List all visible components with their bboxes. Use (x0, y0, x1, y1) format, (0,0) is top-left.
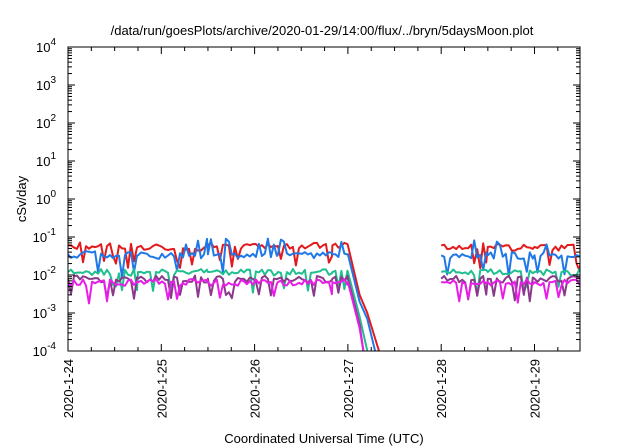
series-line (441, 278, 580, 304)
x-tick-label: 2020-1-27 (341, 359, 356, 418)
y-tick-label: 101 (36, 151, 56, 169)
x-tick-label: 2020-1-25 (154, 359, 169, 418)
y-tick-exponent: -4 (47, 341, 56, 352)
y-tick-label: 100 (36, 189, 56, 207)
y-tick-label: 10-1 (33, 227, 57, 245)
series-line (440, 242, 580, 272)
series-line (440, 268, 580, 297)
chart-title: /data/run/goesPlots/archive/2020-01-29/1… (111, 23, 534, 38)
series-line (68, 237, 377, 351)
x-tick-label: 2020-1-24 (61, 359, 76, 418)
plot-frame (67, 46, 581, 352)
series-line (68, 278, 365, 351)
y-tick-label: 10-4 (33, 341, 57, 359)
y-tick-label: 10-3 (33, 303, 57, 321)
y-tick-exponent: 4 (50, 37, 56, 48)
axis-layer: 10-410-310-210-11001011021031042020-1-24… (33, 37, 580, 418)
y-tick-exponent: 1 (50, 151, 56, 162)
y-tick-exponent: 0 (50, 189, 56, 200)
series-line (68, 241, 380, 351)
y-tick-label: 104 (36, 37, 56, 55)
y-tick-exponent: 2 (50, 113, 56, 124)
series-layer (68, 237, 580, 351)
y-tick-label: 103 (36, 75, 56, 93)
x-tick-label: 2020-1-29 (528, 359, 543, 418)
y-axis-label: cSv/day (14, 175, 29, 222)
y-tick-label: 10-2 (33, 265, 57, 283)
series-line (440, 239, 580, 277)
y-tick-exponent: -2 (47, 265, 56, 276)
x-axis-label: Coordinated Universal Time (UTC) (224, 431, 423, 446)
x-tick-label: 2020-1-26 (248, 359, 263, 418)
y-tick-exponent: -3 (47, 303, 56, 314)
y-tick-label: 102 (36, 113, 56, 131)
series-line (68, 274, 365, 351)
y-tick-exponent: 3 (50, 75, 56, 86)
y-tick-exponent: -1 (47, 227, 56, 238)
x-tick-label: 2020-1-28 (434, 359, 449, 418)
series-group (68, 237, 580, 351)
